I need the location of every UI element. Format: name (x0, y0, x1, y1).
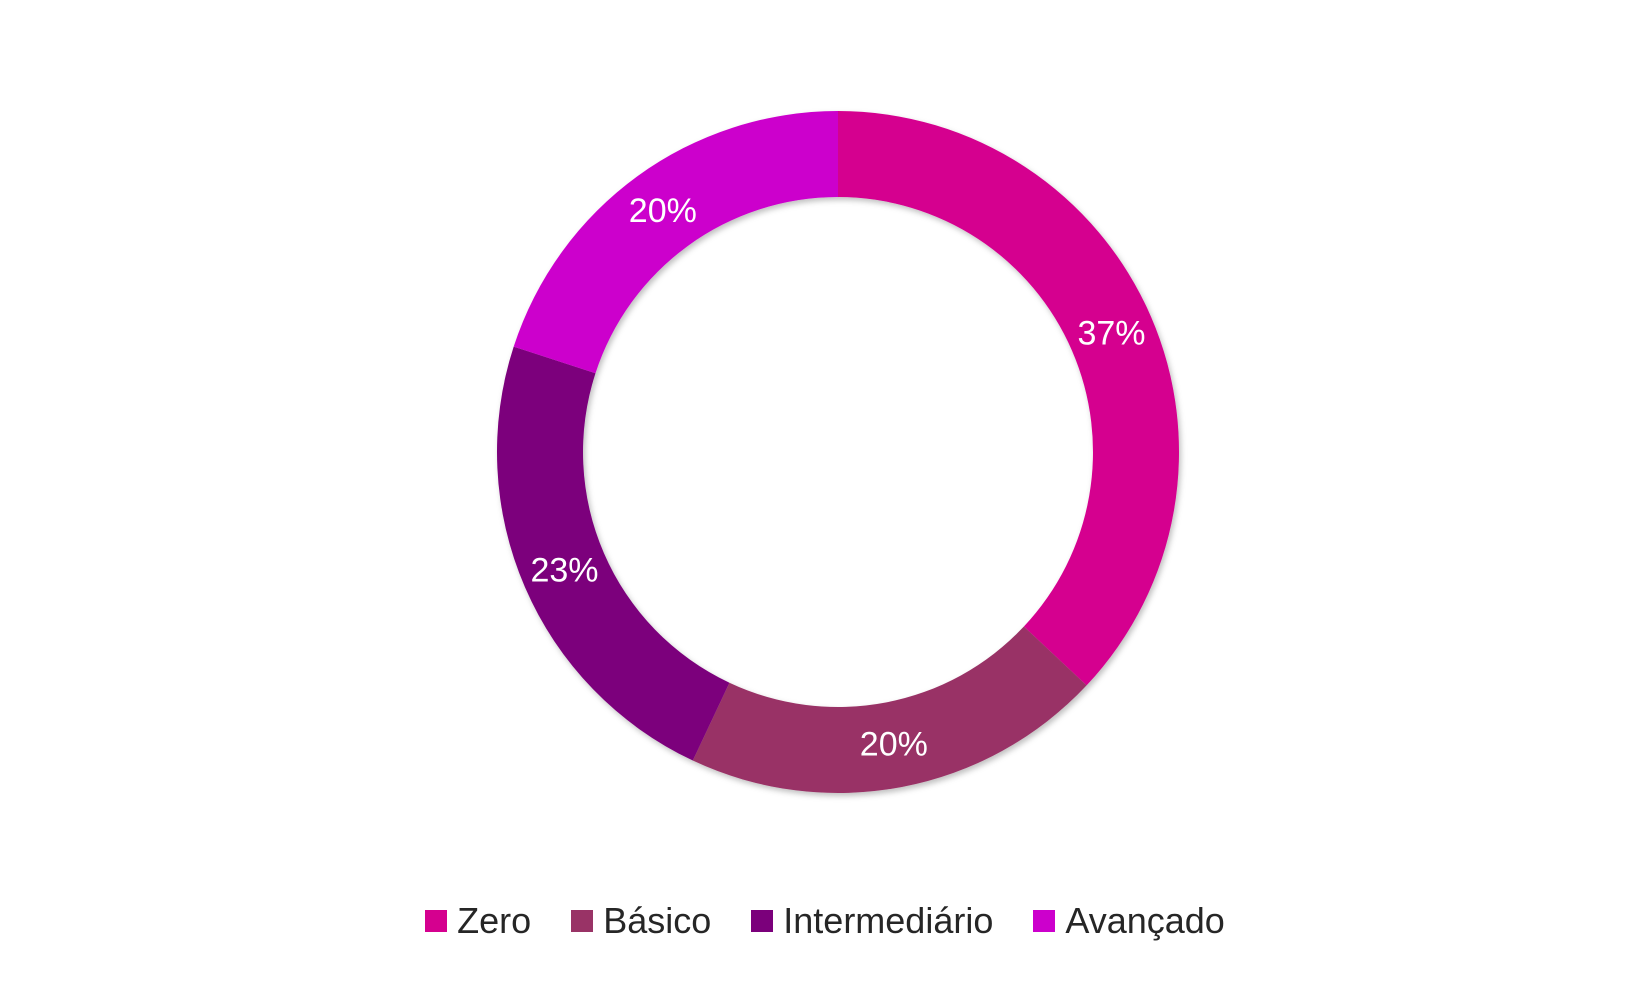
slice-label-básico: 20% (860, 726, 928, 764)
legend-label: Intermediário (783, 900, 994, 941)
slice-básico (692, 626, 1087, 793)
legend-item-avançado: Avançado (1033, 900, 1225, 942)
legend-swatch (751, 910, 774, 932)
legend-label: Avançado (1065, 900, 1225, 941)
legend-item-básico: Básico (571, 900, 711, 942)
legend-swatch (571, 910, 594, 932)
slice-zero (838, 111, 1179, 686)
slice-avançado (513, 111, 838, 374)
slice-label-intermediário: 23% (530, 551, 598, 589)
legend-swatch (1033, 910, 1056, 932)
slice-label-avançado: 20% (629, 192, 697, 230)
legend-label: Zero (457, 900, 532, 941)
slice-intermediário (497, 346, 730, 761)
legend-label: Básico (603, 900, 712, 941)
slice-label-zero: 37% (1077, 315, 1145, 353)
legend-item-zero: Zero (425, 900, 531, 942)
chart-legend: Zero Básico Intermediário Avançado (0, 900, 1650, 942)
legend-item-intermediário: Intermediário (751, 900, 993, 942)
legend-swatch (425, 910, 448, 932)
